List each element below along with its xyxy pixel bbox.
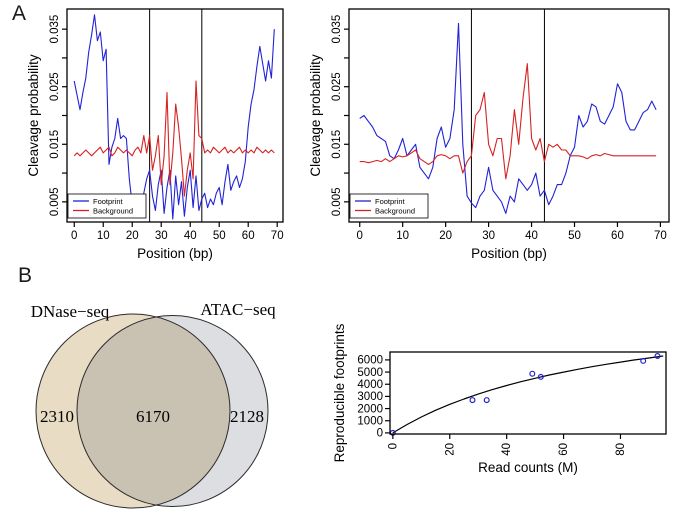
x-tick-label: 10 xyxy=(396,230,409,242)
y-axis-title: Cleavage probability xyxy=(26,54,41,177)
y-tick-label: 0.015 xyxy=(331,130,343,159)
y-tick-label: 6000 xyxy=(357,355,383,367)
y-tick-label: 3000 xyxy=(357,391,383,403)
venn-set-label-atac: ATAC−seq xyxy=(200,300,276,319)
x-tick-label: 20 xyxy=(444,443,456,456)
footprint-line xyxy=(73,14,275,220)
y-tick-label: 0.015 xyxy=(49,130,61,159)
venn-diagram: DNase−seq ATAC−seq 2310 6170 2128 xyxy=(31,300,276,509)
y-tick-label: 5000 xyxy=(357,367,383,379)
data-point xyxy=(640,357,647,364)
y-tick-label: 0.025 xyxy=(331,72,343,101)
x-tick-label: 0 xyxy=(357,230,363,242)
x-tick-label: 70 xyxy=(654,230,667,242)
x-tick-label: 40 xyxy=(501,443,513,456)
venn-set-label-dnase: DNase−seq xyxy=(31,302,110,321)
x-tick-label: 0 xyxy=(71,230,77,242)
plot-box xyxy=(348,8,670,223)
y-tick-label: 0.035 xyxy=(331,15,343,44)
y-tick-label: 0 xyxy=(377,428,383,440)
panel-b-label: B xyxy=(18,264,33,287)
x-axis-title: Read counts (M) xyxy=(478,460,578,475)
x-tick-label: 30 xyxy=(155,230,168,242)
y-tick-label: 0.035 xyxy=(49,15,61,44)
saturation-fit-curve xyxy=(392,355,664,434)
legend-label: Background xyxy=(375,206,415,215)
x-tick-label: 50 xyxy=(568,230,581,242)
legend-label: Footprint xyxy=(93,197,124,206)
venn-outline-left xyxy=(35,313,231,509)
x-tick-label: 50 xyxy=(213,230,226,242)
x-tick-label: 60 xyxy=(558,443,570,456)
venn-count-right: 2128 xyxy=(230,407,264,426)
y-tick-label: 2000 xyxy=(357,403,383,415)
x-tick-label: 60 xyxy=(242,230,255,242)
legend-label: Footprint xyxy=(375,197,406,206)
plot-box xyxy=(389,351,667,435)
y-tick-label: 1000 xyxy=(357,416,383,428)
venn-count-overlap: 6170 xyxy=(136,407,170,426)
data-point xyxy=(469,397,476,404)
x-tick-label: 20 xyxy=(126,230,139,242)
footprint-line xyxy=(359,22,657,214)
background-line xyxy=(73,80,275,197)
panel-a-label: A xyxy=(12,2,27,25)
y-axis-title: Cleavage probability xyxy=(308,54,323,177)
x-tick-label: 10 xyxy=(97,230,110,242)
x-tick-label: 60 xyxy=(611,230,624,242)
x-tick-label: 70 xyxy=(271,230,284,242)
x-axis-title: Position (bp) xyxy=(471,246,547,261)
venn-outline-right xyxy=(76,315,269,507)
legend-box xyxy=(67,193,147,219)
x-tick-label: 20 xyxy=(439,230,452,242)
cleavage-profile-plot-left: 0 10 20 30 40 50 60 70 0.005 0.015 0.025 0.035 Posit… xyxy=(26,8,284,261)
y-tick-label: 0.025 xyxy=(49,72,61,101)
x-tick-label: 40 xyxy=(184,230,197,242)
x-tick-label: 30 xyxy=(482,230,495,242)
x-tick-label: 0 xyxy=(387,443,399,449)
y-tick-label: 0.005 xyxy=(49,188,61,217)
y-tick-label: 4000 xyxy=(357,379,383,391)
data-point xyxy=(529,370,536,377)
y-axis-title: Reproducible footprints xyxy=(332,323,347,462)
y-tick-label: 0.005 xyxy=(331,188,343,217)
x-axis-title: Position (bp) xyxy=(137,246,213,261)
data-point xyxy=(537,373,544,380)
background-line xyxy=(359,63,657,180)
x-tick-label: 40 xyxy=(525,230,538,242)
venn-count-left: 2310 xyxy=(40,407,74,426)
x-tick-label: 80 xyxy=(615,443,627,456)
legend-label: Background xyxy=(93,206,133,215)
data-point xyxy=(483,397,490,404)
legend-box xyxy=(349,193,429,219)
cleavage-profile-plot-right: 0 10 20 30 40 50 60 70 0.005 0.015 0.025 0.035 Posit… xyxy=(308,8,670,261)
data-point xyxy=(654,352,661,359)
